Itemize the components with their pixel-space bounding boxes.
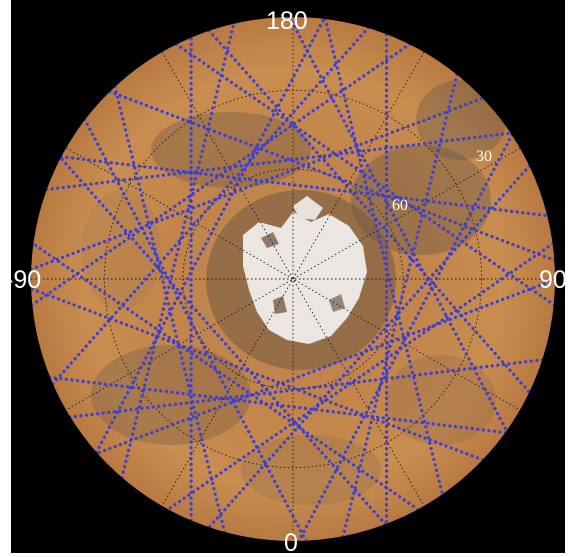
ground-track — [31, 94, 490, 273]
ground-track — [169, 39, 555, 310]
ground-track — [31, 285, 490, 464]
ground-track — [118, 17, 237, 485]
meridian-line — [161, 51, 425, 507]
longitude-label-90: 90 — [539, 266, 565, 294]
ground-track — [322, 17, 446, 502]
ground-track — [31, 238, 425, 515]
ground-track — [42, 375, 513, 435]
longitude-label-minus-90: -90 — [11, 266, 42, 294]
ground-track — [31, 39, 417, 310]
meridian-line — [161, 51, 425, 507]
longitude-label-0: 0 — [284, 529, 298, 554]
ground-track — [39, 130, 519, 192]
ground-track — [54, 154, 555, 218]
ground-track — [294, 128, 517, 541]
latitude-label-30: 30 — [476, 148, 492, 165]
ground-track — [161, 238, 555, 515]
ground-track — [285, 17, 511, 438]
meridian-line — [65, 147, 521, 411]
graticule — [31, 17, 555, 541]
ground-track — [203, 160, 535, 534]
ground-tracks — [31, 17, 555, 541]
polar-map — [31, 17, 555, 541]
ground-track — [92, 17, 329, 459]
ground-track — [55, 152, 391, 531]
longitude-label-180: 180 — [266, 7, 308, 35]
latitude-label-60: 60 — [392, 197, 408, 214]
meridian-line — [65, 147, 521, 411]
ground-track — [111, 79, 228, 540]
ground-track — [90, 276, 555, 457]
ground-track — [203, 24, 535, 398]
map-panel: 180 -90 90 0 30 60 — [11, 0, 565, 553]
